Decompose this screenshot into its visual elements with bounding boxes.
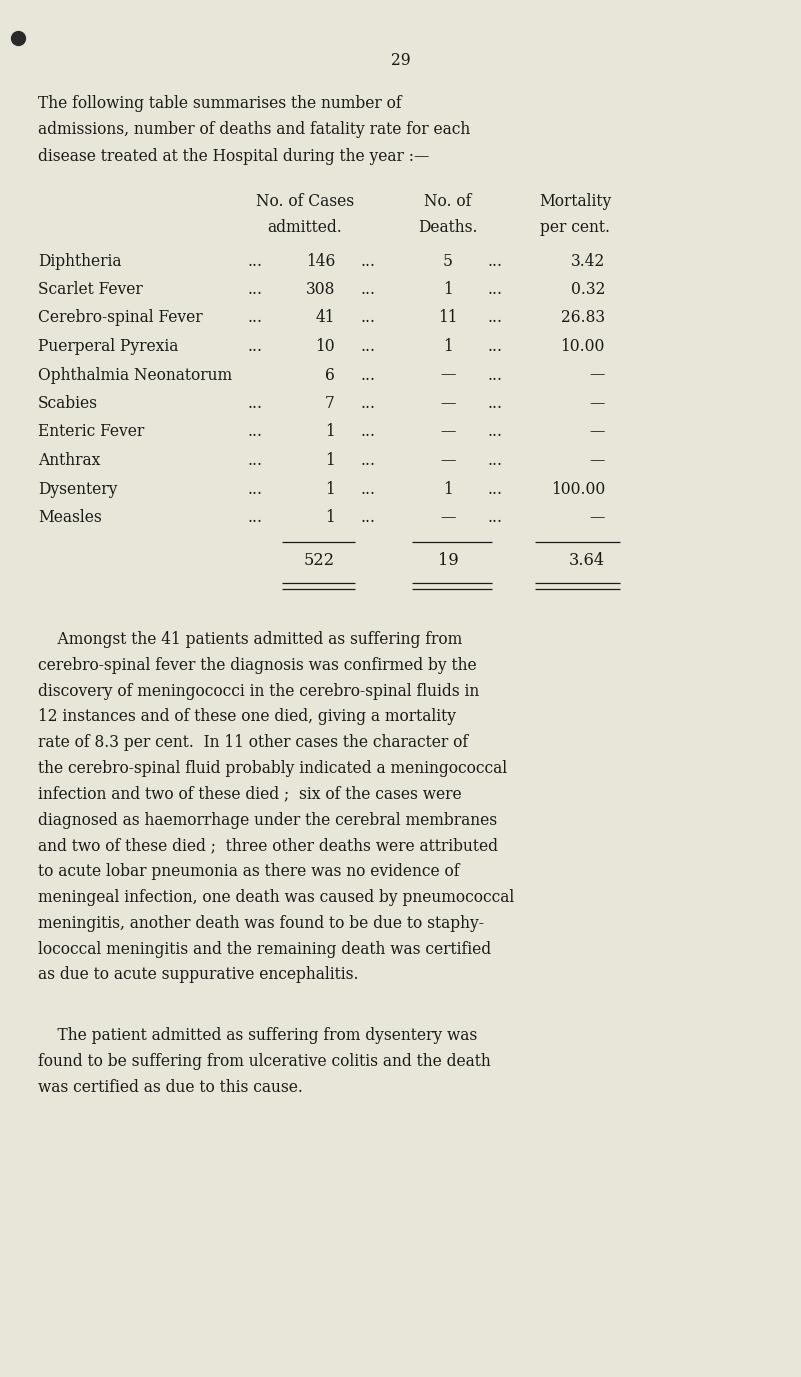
- Text: No. of Cases: No. of Cases: [256, 193, 354, 209]
- Text: ...: ...: [248, 424, 263, 441]
- Text: —: —: [590, 509, 605, 526]
- Text: 100.00: 100.00: [551, 481, 605, 497]
- Text: ...: ...: [488, 481, 502, 497]
- Text: ...: ...: [488, 509, 502, 526]
- Text: diagnosed as haemorrhage under the cerebral membranes: diagnosed as haemorrhage under the cereb…: [38, 811, 497, 829]
- Text: ...: ...: [248, 281, 263, 297]
- Text: —: —: [441, 424, 456, 441]
- Text: Scabies: Scabies: [38, 395, 98, 412]
- Text: 1: 1: [325, 452, 335, 470]
- Text: —: —: [590, 452, 605, 470]
- Text: —: —: [441, 452, 456, 470]
- Text: lococcal meningitis and the remaining death was certified: lococcal meningitis and the remaining de…: [38, 940, 491, 957]
- Text: 5: 5: [443, 252, 453, 270]
- Text: admitted.: admitted.: [268, 219, 342, 237]
- Text: ...: ...: [360, 366, 375, 384]
- Text: 1: 1: [443, 281, 453, 297]
- Text: 1: 1: [325, 509, 335, 526]
- Text: ...: ...: [360, 395, 375, 412]
- Text: Dysentery: Dysentery: [38, 481, 118, 497]
- Text: ...: ...: [360, 424, 375, 441]
- Text: Deaths.: Deaths.: [418, 219, 477, 237]
- Text: 0.32: 0.32: [570, 281, 605, 297]
- Text: ...: ...: [360, 337, 375, 355]
- Text: Amongst the 41 patients admitted as suffering from: Amongst the 41 patients admitted as suff…: [38, 631, 462, 649]
- Text: ...: ...: [248, 252, 263, 270]
- Text: was certified as due to this cause.: was certified as due to this cause.: [38, 1078, 303, 1096]
- Text: the cerebro-spinal fluid probably indicated a meningococcal: the cerebro-spinal fluid probably indica…: [38, 760, 507, 777]
- Text: ...: ...: [360, 252, 375, 270]
- Text: —: —: [441, 395, 456, 412]
- Text: —: —: [441, 509, 456, 526]
- Text: 1: 1: [325, 481, 335, 497]
- Text: meningeal infection, one death was caused by pneumococcal: meningeal infection, one death was cause…: [38, 890, 514, 906]
- Text: 6: 6: [325, 366, 335, 384]
- Text: ...: ...: [488, 310, 502, 326]
- Text: ...: ...: [360, 310, 375, 326]
- Text: per cent.: per cent.: [540, 219, 610, 237]
- Text: Scarlet Fever: Scarlet Fever: [38, 281, 143, 297]
- Text: —: —: [590, 366, 605, 384]
- Text: No. of: No. of: [425, 193, 472, 209]
- Text: ...: ...: [248, 395, 263, 412]
- Text: ...: ...: [488, 452, 502, 470]
- Text: ...: ...: [488, 281, 502, 297]
- Text: infection and two of these died ;  six of the cases were: infection and two of these died ; six of…: [38, 786, 461, 803]
- Text: ...: ...: [248, 337, 263, 355]
- Text: Cerebro-spinal Fever: Cerebro-spinal Fever: [38, 310, 203, 326]
- Text: —: —: [441, 366, 456, 384]
- Text: ...: ...: [488, 337, 502, 355]
- Text: 7: 7: [325, 395, 335, 412]
- Text: rate of 8.3 per cent.  In 11 other cases the character of: rate of 8.3 per cent. In 11 other cases …: [38, 734, 468, 752]
- Text: 3.64: 3.64: [569, 552, 605, 569]
- Text: to acute lobar pneumonia as there was no evidence of: to acute lobar pneumonia as there was no…: [38, 863, 460, 880]
- Text: ...: ...: [248, 509, 263, 526]
- Text: Diphtheria: Diphtheria: [38, 252, 122, 270]
- Text: 1: 1: [443, 481, 453, 497]
- Text: —: —: [590, 395, 605, 412]
- Text: meningitis, another death was found to be due to staphy-: meningitis, another death was found to b…: [38, 914, 484, 932]
- Text: found to be suffering from ulcerative colitis and the death: found to be suffering from ulcerative co…: [38, 1053, 491, 1070]
- Text: and two of these died ;  three other deaths were attributed: and two of these died ; three other deat…: [38, 837, 498, 854]
- Text: 308: 308: [306, 281, 335, 297]
- Text: ...: ...: [360, 481, 375, 497]
- Text: Measles: Measles: [38, 509, 102, 526]
- Text: 11: 11: [438, 310, 457, 326]
- Text: —: —: [590, 424, 605, 441]
- Text: ...: ...: [248, 481, 263, 497]
- Text: 19: 19: [437, 552, 458, 569]
- Text: discovery of meningococci in the cerebro-spinal fluids in: discovery of meningococci in the cerebro…: [38, 683, 479, 700]
- Text: The following table summarises the number of: The following table summarises the numbe…: [38, 95, 401, 112]
- Text: ...: ...: [488, 252, 502, 270]
- Text: 1: 1: [325, 424, 335, 441]
- Text: cerebro-spinal fever the diagnosis was confirmed by the: cerebro-spinal fever the diagnosis was c…: [38, 657, 477, 673]
- Text: Puerperal Pyrexia: Puerperal Pyrexia: [38, 337, 179, 355]
- Text: admissions, number of deaths and fatality rate for each: admissions, number of deaths and fatalit…: [38, 121, 470, 139]
- Text: Ophthalmia Neonatorum: Ophthalmia Neonatorum: [38, 366, 232, 384]
- Text: ...: ...: [248, 452, 263, 470]
- Text: as due to acute suppurative encephalitis.: as due to acute suppurative encephalitis…: [38, 967, 359, 983]
- Text: disease treated at the Hospital during the year :—: disease treated at the Hospital during t…: [38, 147, 429, 165]
- Text: ...: ...: [488, 366, 502, 384]
- Text: The patient admitted as suffering from dysentery was: The patient admitted as suffering from d…: [38, 1027, 477, 1044]
- Text: 10.00: 10.00: [561, 337, 605, 355]
- Text: Mortality: Mortality: [539, 193, 611, 209]
- Text: ...: ...: [360, 452, 375, 470]
- Text: ...: ...: [488, 395, 502, 412]
- Text: 41: 41: [316, 310, 335, 326]
- Text: ...: ...: [248, 310, 263, 326]
- Text: ...: ...: [360, 509, 375, 526]
- Text: 146: 146: [306, 252, 335, 270]
- Text: Enteric Fever: Enteric Fever: [38, 424, 144, 441]
- Text: ...: ...: [488, 424, 502, 441]
- Text: 29: 29: [391, 52, 410, 69]
- Text: 12 instances and of these one died, giving a mortality: 12 instances and of these one died, givi…: [38, 708, 456, 726]
- Text: Anthrax: Anthrax: [38, 452, 100, 470]
- Text: 1: 1: [443, 337, 453, 355]
- Text: 26.83: 26.83: [561, 310, 605, 326]
- Text: 522: 522: [304, 552, 335, 569]
- Text: 10: 10: [316, 337, 335, 355]
- Text: 3.42: 3.42: [571, 252, 605, 270]
- Text: ...: ...: [360, 281, 375, 297]
